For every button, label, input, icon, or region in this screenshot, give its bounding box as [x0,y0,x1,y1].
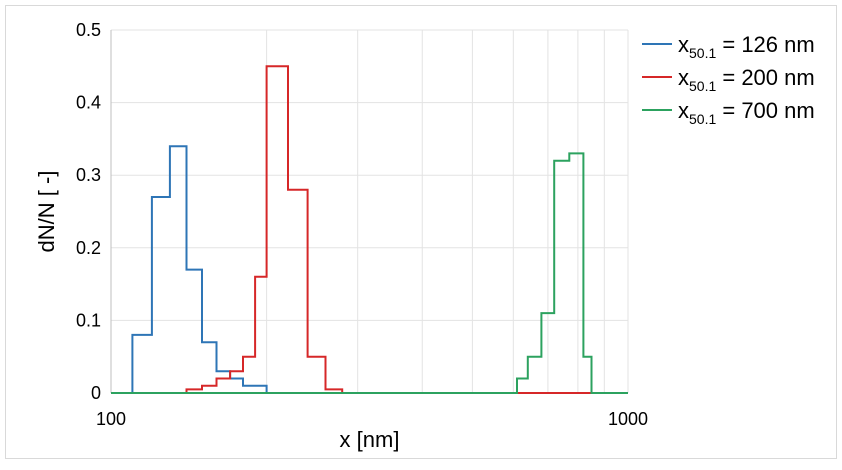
series-line-1 [131,145,268,393]
legend-label-value: = 126 nm [716,32,814,57]
series-line-2 [111,65,628,394]
x-tick-label: 100 [96,409,126,429]
y-axis-label: dN/N [ -] [34,171,59,253]
tick-labels: 0 0.1 0.2 0.3 0.4 0.5 100 1000 [76,20,648,429]
legend-label-1: x50.1 = 126 nm [678,32,815,61]
series-group [111,65,628,394]
legend-label-main: x [678,32,689,57]
y-tick-label: 0 [91,383,101,403]
y-tick-label: 0.3 [76,165,101,185]
legend-label-main: x [678,98,689,123]
x-tick-label: 1000 [608,409,648,429]
legend-label-value: = 200 nm [716,65,814,90]
grid-lines [110,29,629,394]
legend-label-subscript: 50.1 [689,45,716,61]
chart-svg: 0 0.1 0.2 0.3 0.4 0.5 100 1000 x [nm] dN/N [ -]… [34,20,815,452]
y-tick-label: 0.1 [76,310,101,330]
legend-label-subscript: 50.1 [689,78,716,94]
axes [110,30,628,394]
y-tick-label: 0.2 [76,238,101,258]
legend-label-main: x [678,65,689,90]
legend-label-value: = 700 nm [716,98,814,123]
legend-label-2: x50.1 = 200 nm [678,65,815,94]
series-line-3 [111,152,628,394]
y-tick-label: 0.5 [76,20,101,40]
chart-frame: 0 0.1 0.2 0.3 0.4 0.5 100 1000 x [nm] dN/N [ -]… [5,5,837,459]
legend-label-3: x50.1 = 700 nm [678,98,815,127]
x-axis-label: x [nm] [340,427,400,452]
legend-label-subscript: 50.1 [689,111,716,127]
y-tick-label: 0.4 [76,93,101,113]
